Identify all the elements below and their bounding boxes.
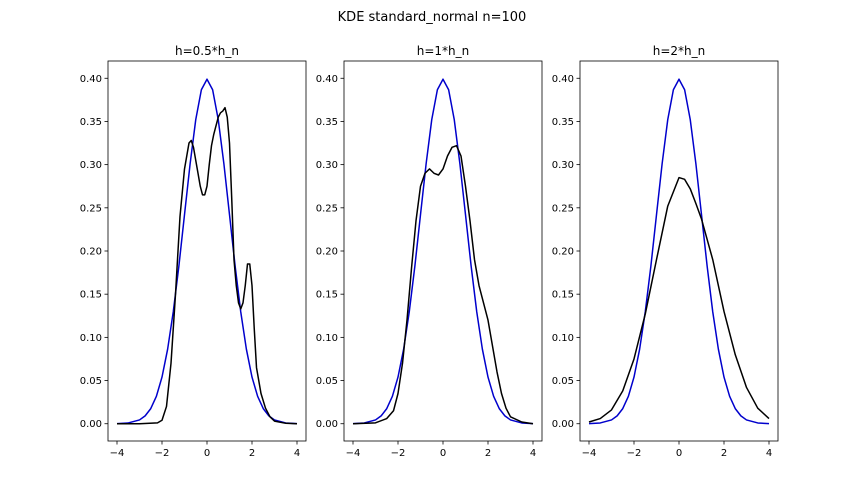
panel-2-series-2-line: [352, 144, 534, 425]
panel-2-xtick-label: 0: [440, 448, 446, 459]
panel-3-xtick-label: 4: [766, 448, 772, 459]
panel-1-xtick-label: −4: [110, 448, 125, 459]
panel-1-ytick-label: 0.00: [80, 419, 102, 430]
figure-suptitle: KDE standard_normal n=100: [338, 10, 527, 25]
panel-1-ytick-label: 0.30: [80, 160, 102, 171]
panel-1-axes-frame: [107, 60, 307, 442]
panel-1-xtick-label: 2: [249, 448, 255, 459]
panel-3-xtick-label: 2: [721, 448, 727, 459]
panel-3-ytick-label: 0.10: [552, 333, 574, 344]
panel-1-ytick-label: 0.05: [80, 376, 102, 387]
panel-1-ytick-label: 0.25: [80, 203, 102, 214]
panel-2-axes-frame: [343, 60, 543, 442]
panel-1-xtick-label: 0: [204, 448, 210, 459]
panel-2-title: h=1*h_n: [417, 44, 470, 58]
panel-2-xtick-label: 2: [485, 448, 491, 459]
panel-1-ytick-label: 0.20: [80, 247, 102, 258]
panel-3-ytick-label: 0.25: [552, 203, 574, 214]
panel-3-ytick-label: 0.00: [552, 419, 574, 430]
panel-2-ytick-label: 0.20: [316, 247, 338, 258]
panel-3-series-1-line: [588, 78, 770, 425]
panel-2-ytick-label: 0.40: [316, 74, 338, 85]
panel-3-ytick-label: 0.05: [552, 376, 574, 387]
panel-2-ytick-label: 0.10: [316, 333, 338, 344]
panels: −4 −2 0 2 4 0.00 0.05 0.10 0.15 0.20 0.25 0.30 0.35 0…: [80, 44, 779, 459]
panel-3-xtick-label: 0: [676, 448, 682, 459]
panel-3-title: h=2*h_n: [653, 44, 706, 58]
panel-3-axes-frame: [579, 60, 779, 442]
panel-1-xtick-label: −2: [155, 448, 170, 459]
panel-2: −4 −2 0 2 4 0.00 0.05 0.10 0.15 0.20 0.25 0.30 0.35 0…: [316, 44, 543, 459]
panel-1-xtick-label: 4: [294, 448, 300, 459]
panel-3-ytick-label: 0.30: [552, 160, 574, 171]
panel-1-title: h=0.5*h_n: [175, 44, 239, 58]
panel-3: −4 −2 0 2 4 0.00 0.05 0.10 0.15 0.20 0.25 0.30 0.35 0…: [552, 44, 779, 459]
panel-2-ytick-label: 0.35: [316, 117, 338, 128]
panel-2-xtick-label: −4: [346, 448, 361, 459]
panel-1: −4 −2 0 2 4 0.00 0.05 0.10 0.15 0.20 0.25 0.30 0.35 0…: [80, 44, 307, 459]
panel-3-ytick-label: 0.35: [552, 117, 574, 128]
panel-1-ytick-label: 0.40: [80, 74, 102, 85]
panel-3-xtick-label: −2: [627, 448, 642, 459]
panel-3-ytick-label: 0.15: [552, 290, 574, 301]
panel-2-xtick-label: 4: [530, 448, 536, 459]
panel-2-xtick-label: −2: [391, 448, 406, 459]
panel-1-series-1-line: [116, 78, 298, 425]
panel-2-series-1-line: [352, 78, 534, 425]
panel-2-ytick-label: 0.30: [316, 160, 338, 171]
panel-2-ytick-label: 0.05: [316, 376, 338, 387]
panel-2-ytick-label: 0.15: [316, 290, 338, 301]
panel-2-ytick-label: 0.25: [316, 203, 338, 214]
panel-1-series-2-line: [117, 106, 298, 425]
panel-1-ytick-label: 0.10: [80, 333, 102, 344]
panel-3-ytick-label: 0.40: [552, 74, 574, 85]
panel-3-ytick-label: 0.20: [552, 247, 574, 258]
panel-3-xtick-label: −4: [582, 448, 597, 459]
panel-2-ytick-label: 0.00: [316, 419, 338, 430]
panel-1-ytick-label: 0.15: [80, 290, 102, 301]
panel-1-ytick-label: 0.35: [80, 117, 102, 128]
panel-3-series-2-line: [588, 176, 770, 423]
